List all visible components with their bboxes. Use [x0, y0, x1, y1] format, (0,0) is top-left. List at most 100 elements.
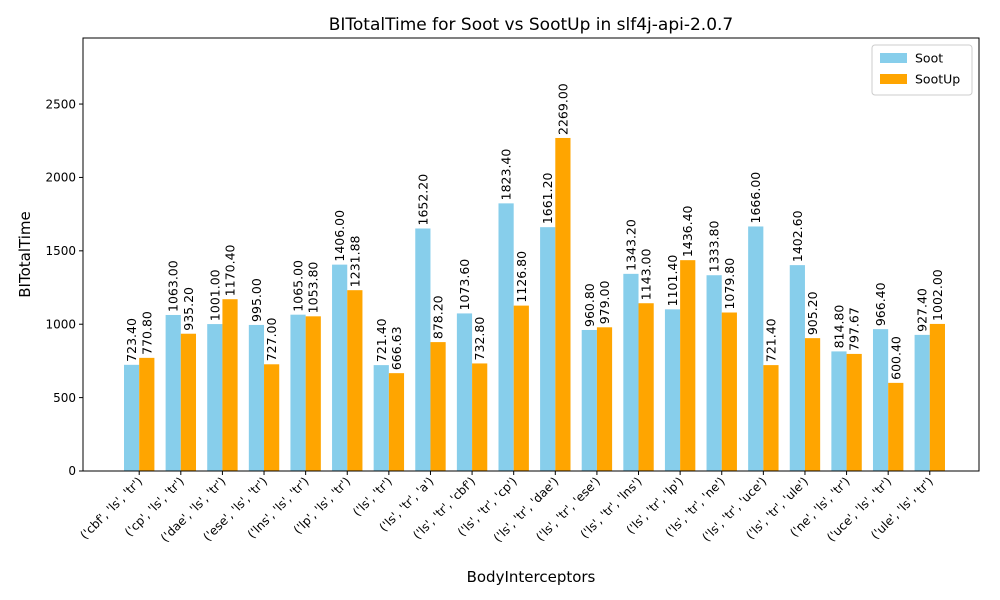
bar-soot-3	[248, 324, 265, 471]
bar-label-sootup-14: 1079.80	[722, 258, 737, 310]
chart-title: BITotalTime for Soot vs SootUp in slf4j-…	[329, 15, 734, 35]
bar-sootup-17	[846, 353, 862, 471]
y-tick-label-0: 0	[68, 464, 76, 478]
bar-soot-13	[664, 309, 681, 471]
bar-label-sootup-11: 979.00	[597, 281, 612, 325]
bar-label-soot-6: 721.40	[374, 318, 389, 362]
bar-sootup-18	[888, 382, 904, 471]
y-tick-label-3: 1500	[45, 244, 76, 258]
bar-label-sootup-0: 770.80	[139, 311, 154, 355]
bar-soot-11	[581, 329, 597, 471]
bar-sootup-8	[472, 363, 488, 471]
bar-soot-9	[498, 203, 514, 472]
bar-label-soot-15: 1666.00	[748, 172, 763, 224]
bar-soot-1	[165, 314, 181, 471]
bar-sootup-10	[555, 137, 571, 471]
bar-soot-5	[332, 264, 348, 471]
legend: Soot SootUp	[871, 44, 973, 96]
bar-label-sootup-12: 1143.00	[639, 248, 654, 300]
y-axis-label: BITotalTime	[16, 211, 34, 297]
bar-label-soot-4: 1065.00	[291, 260, 306, 312]
legend-swatch-soot	[880, 53, 907, 63]
bar-soot-4	[290, 314, 306, 471]
bar-label-sootup-18: 600.40	[888, 336, 903, 380]
bar-sootup-14	[721, 312, 737, 471]
bar-soot-19	[914, 334, 930, 471]
bar-label-sootup-1: 935.20	[181, 287, 196, 331]
bar-label-sootup-2: 1170.40	[223, 244, 238, 296]
bar-sootup-16	[804, 338, 821, 471]
bar-soot-2	[207, 324, 223, 471]
bar-sootup-5	[347, 290, 363, 471]
y-tick-label-1: 500	[53, 391, 76, 405]
y-tick-label-4: 2000	[45, 171, 76, 185]
bar-sootup-13	[680, 260, 696, 471]
bar-sootup-6	[388, 373, 405, 471]
bar-label-sootup-6: 666.63	[389, 326, 404, 370]
bar-label-sootup-4: 1053.80	[306, 262, 321, 314]
bar-soot-16	[789, 265, 805, 471]
bar-label-soot-19: 927.40	[915, 288, 930, 332]
bar-soot-17	[831, 351, 847, 471]
bar-label-soot-12: 1343.20	[623, 219, 638, 271]
bar-label-sootup-13: 1436.40	[680, 205, 695, 257]
bar-label-soot-8: 1073.60	[457, 259, 472, 311]
bar-sootup-0	[139, 357, 155, 471]
bar-soot-12	[623, 273, 639, 471]
legend-label-sootup: SootUp	[915, 72, 960, 87]
bar-label-sootup-19: 1002.00	[930, 269, 945, 321]
bar-label-sootup-8: 732.80	[472, 317, 487, 361]
bar-label-soot-18: 966.40	[873, 282, 888, 326]
bar-labels-layer: 723.40 1063.00 1001.00 995.00 1065.00 1406.00…	[124, 83, 945, 380]
bar-sootup-2	[222, 299, 238, 471]
bar-sootup-19	[929, 323, 945, 471]
bar-soot-10	[540, 227, 556, 471]
bar-label-soot-17: 814.80	[831, 305, 846, 349]
bar-soot-15	[748, 226, 764, 471]
y-tick-label-2: 1000	[45, 317, 76, 331]
bar-sootup-7	[430, 342, 446, 471]
bar-label-soot-0: 723.40	[124, 318, 139, 362]
bar-label-soot-5: 1406.00	[332, 210, 347, 262]
bar-soot-14	[706, 275, 722, 471]
bar-label-sootup-9: 1126.80	[514, 251, 529, 303]
bar-soot-0	[124, 364, 140, 471]
y-tick-label-5: 2500	[45, 97, 76, 111]
legend-swatch-sootup	[880, 74, 907, 84]
bar-soot-7	[415, 228, 431, 471]
legend-label-soot: Soot	[915, 51, 943, 66]
bar-sootup-15	[763, 365, 779, 471]
bar-label-sootup-15: 721.40	[763, 318, 778, 362]
bar-sootup-1	[180, 333, 197, 471]
x-axis-label: BodyInterceptors	[467, 568, 596, 586]
bar-label-sootup-3: 727.00	[264, 318, 279, 362]
bar-label-sootup-5: 1231.88	[347, 235, 362, 287]
bar-label-sootup-10: 2269.00	[555, 83, 570, 135]
bar-sootup-3	[264, 364, 280, 471]
bar-label-soot-3: 995.00	[249, 278, 264, 322]
plot-frame	[82, 37, 980, 472]
bar-label-soot-1: 1063.00	[166, 260, 181, 312]
bar-sootup-4	[305, 316, 321, 471]
bar-label-sootup-7: 878.20	[431, 295, 446, 339]
bar-label-sootup-17: 797.67	[847, 307, 862, 351]
bar-label-soot-2: 1001.00	[207, 269, 222, 321]
bar-label-soot-11: 960.80	[582, 283, 597, 327]
bar-label-soot-14: 1333.80	[707, 220, 722, 272]
bar-label-sootup-16: 905.20	[805, 291, 820, 335]
bar-label-soot-13: 1101.40	[665, 255, 680, 307]
bar-sootup-11	[596, 327, 613, 471]
y-axis: 0 500 1000 1500 2000 2500	[45, 97, 83, 478]
bar-label-soot-9: 1823.40	[499, 149, 514, 201]
bar-label-soot-7: 1652.20	[415, 174, 430, 226]
x-axis: ('cbf', 'ls', 'tr')('cp', 'ls', 'tr')('d…	[77, 471, 936, 545]
bar-soot-18	[872, 329, 889, 471]
bar-sootup-9	[513, 305, 529, 471]
bar-label-soot-16: 1402.60	[790, 210, 805, 262]
bar-label-soot-10: 1661.20	[540, 172, 555, 224]
bar-soot-8	[456, 313, 473, 471]
bars-layer	[124, 137, 945, 472]
bar-sootup-12	[638, 303, 654, 471]
bar-soot-6	[373, 365, 389, 471]
